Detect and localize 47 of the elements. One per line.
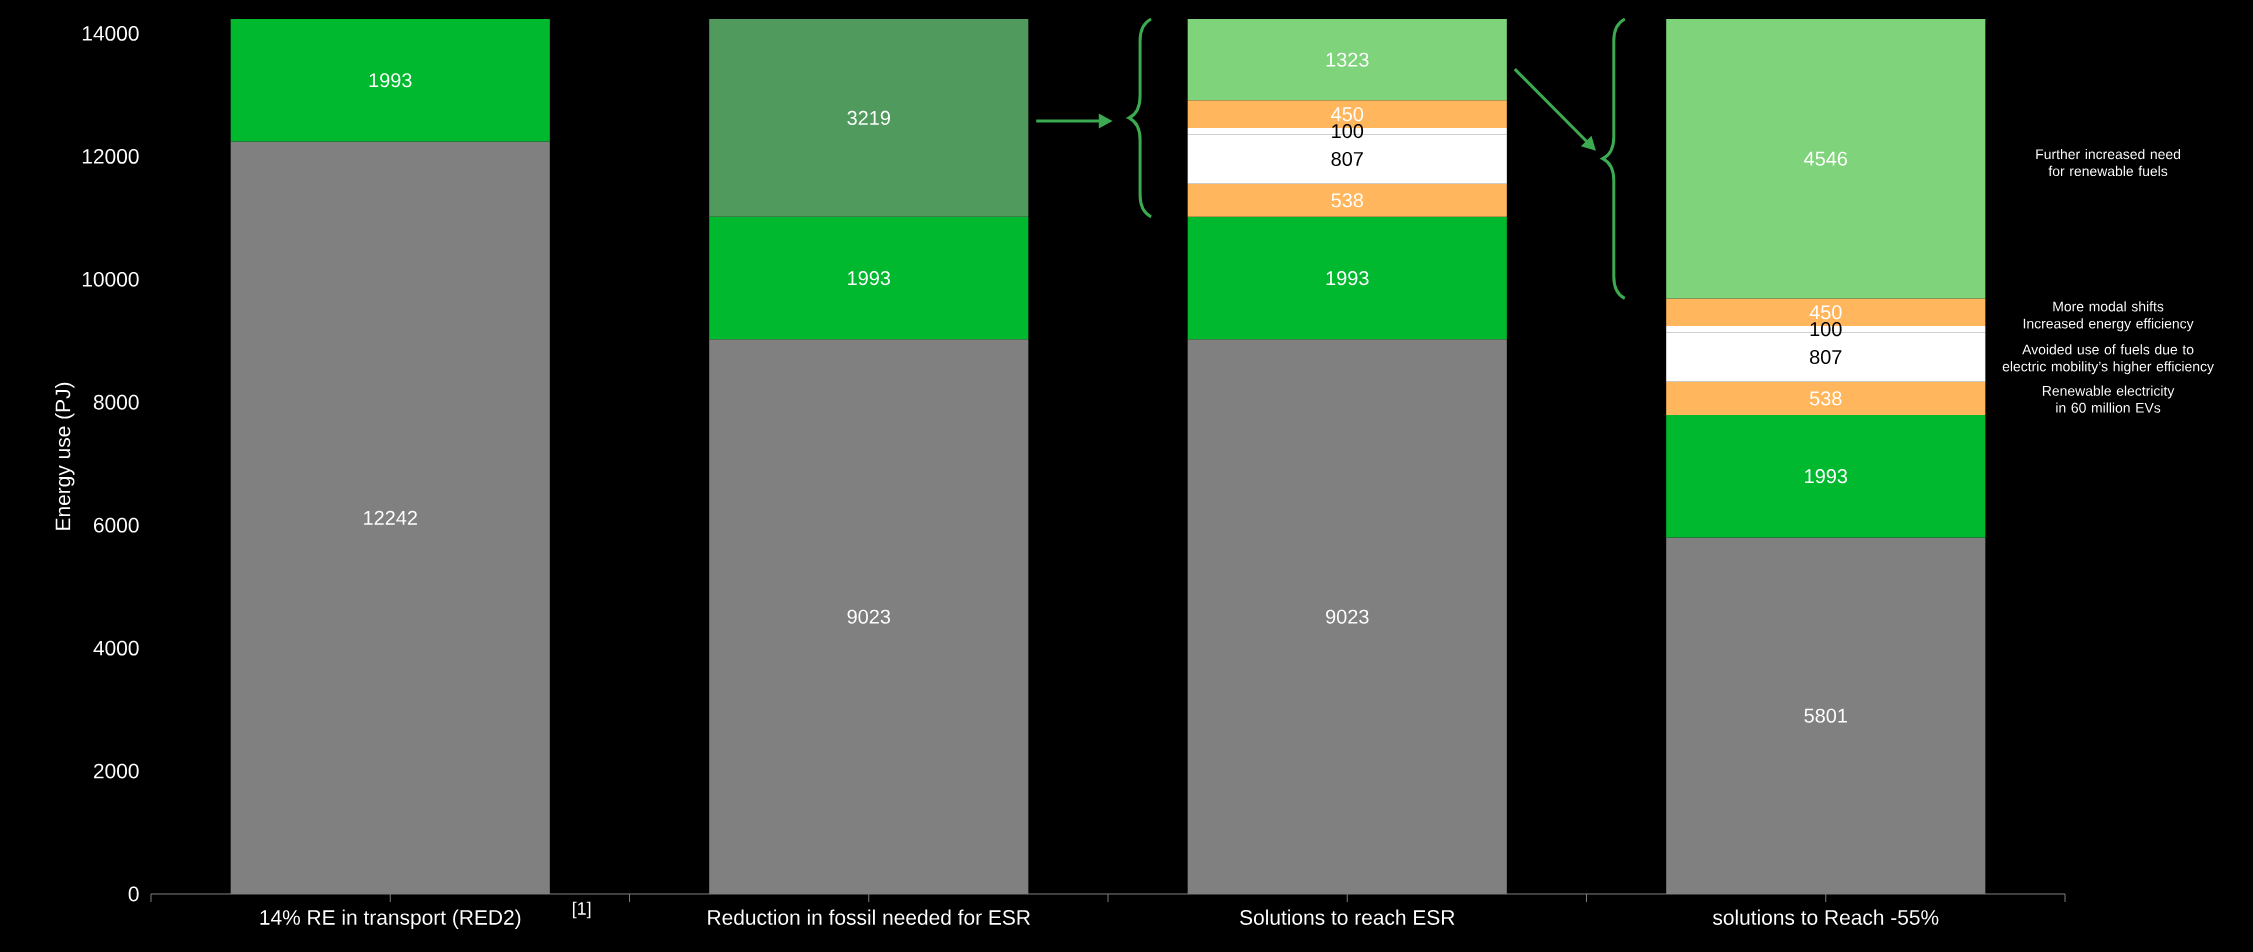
data-label: 807 bbox=[1331, 151, 1363, 167]
x-tick-label: 14% RE in transport (RED2) bbox=[260, 909, 521, 930]
annotation: Further increased need for renewable fuels bbox=[2036, 148, 2181, 177]
data-label: 1323 bbox=[1326, 52, 1369, 67]
data-label: 9023 bbox=[1326, 609, 1369, 624]
y-tick-label: 10000 bbox=[82, 271, 139, 287]
y-tick-label: 14000 bbox=[82, 26, 139, 41]
data-label: 4546 bbox=[1804, 151, 1848, 166]
data-label: 100 bbox=[1332, 124, 1364, 139]
data-label: 450 bbox=[1809, 305, 1842, 320]
data-label: 450 bbox=[1331, 107, 1364, 122]
bar bbox=[709, 18, 1029, 217]
bar bbox=[230, 18, 550, 142]
x-tick-label: Reduction in fossil needed for ESR bbox=[708, 909, 1030, 925]
data-label: 1993 bbox=[369, 73, 412, 88]
bar bbox=[1187, 19, 1507, 101]
data-label: 538 bbox=[1331, 193, 1364, 208]
y-tick-label: 0 bbox=[128, 886, 139, 902]
x-tick-label: Solutions to reach ESR bbox=[1240, 909, 1455, 925]
x-tick-label: solutions to Reach -55% bbox=[1712, 909, 1939, 925]
bar bbox=[709, 216, 1029, 340]
data-label: 12242 bbox=[364, 510, 417, 525]
annotation: Avoided use of fuels due to electric mobility’s higher efficiency bbox=[2002, 344, 2214, 375]
data-label: 807 bbox=[1810, 349, 1842, 365]
data-label: 3219 bbox=[847, 110, 890, 125]
data-label: 1993 bbox=[1326, 271, 1369, 286]
y-tick-label: 2000 bbox=[93, 763, 139, 779]
annotation: Increased energy efficiency bbox=[2023, 318, 2194, 332]
bar bbox=[1187, 216, 1507, 340]
bar bbox=[1666, 18, 1986, 299]
data-label: 1993 bbox=[1805, 469, 1848, 484]
annotation: More modal shifts bbox=[2053, 301, 2164, 312]
y-tick-label: 4000 bbox=[93, 640, 139, 656]
bar bbox=[1666, 381, 1986, 415]
data-label: 5801 bbox=[1804, 708, 1847, 723]
data-label: 9023 bbox=[847, 609, 891, 624]
y-axis-title: Energy use (PJ) bbox=[54, 382, 75, 530]
bar bbox=[1187, 183, 1507, 217]
text: [1] bbox=[572, 901, 591, 919]
data-label: 1993 bbox=[848, 271, 891, 286]
y-tick-label: 8000 bbox=[93, 394, 139, 410]
data-label: 100 bbox=[1810, 322, 1842, 337]
y-tick-label: 6000 bbox=[94, 517, 139, 533]
y-tick-label: 12000 bbox=[82, 148, 139, 164]
bar bbox=[1666, 414, 1986, 538]
data-label: 538 bbox=[1809, 391, 1842, 406]
annotation: Renewable electricity in 60 million EVs bbox=[2042, 385, 2175, 413]
